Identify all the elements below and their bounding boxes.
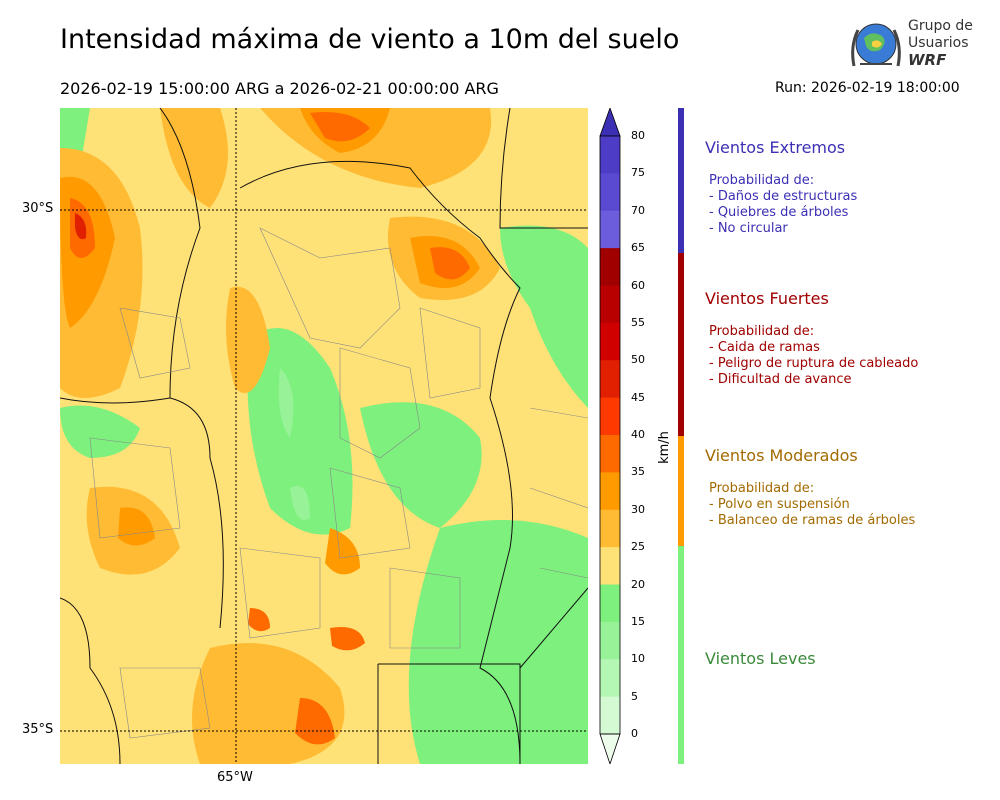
colorbar-segment — [600, 210, 620, 249]
colorbar-segment — [600, 397, 620, 436]
wind-map — [60, 108, 588, 764]
colorbar-segment — [600, 248, 620, 286]
lon-label-65w: 65°W — [217, 770, 253, 785]
colorbar-tick-label: 55 — [631, 315, 645, 329]
colorbar-segment — [600, 173, 620, 212]
colorbar-segment — [600, 509, 620, 548]
lat-label-35s: 35°S — [22, 722, 54, 737]
bar-leves — [678, 546, 684, 764]
colorbar-tick-label: 30 — [631, 502, 645, 516]
category-desc-moderados: Probabilidad de: - Polvo en suspensión -… — [709, 481, 916, 528]
colorbar-tick-label: 70 — [631, 203, 645, 217]
lat-label-30s: 30°S — [22, 201, 54, 216]
globe-icon — [851, 23, 901, 67]
category-title-fuertes: Vientos Fuertes — [705, 289, 829, 308]
forecast-period: 2026-02-19 15:00:00 ARG a 2026-02-21 00:… — [60, 79, 499, 98]
category-desc-fuertes: Probabilidad de: - Caida de ramas - Peli… — [709, 324, 919, 387]
colorbar-segment — [600, 136, 620, 174]
category-desc-extremos: Probabilidad de: - Daños de estructuras … — [709, 173, 858, 236]
logo-line-3: WRF — [908, 51, 947, 69]
colorbar-tick-label: 15 — [631, 614, 645, 628]
colorbar-unit: km/h — [656, 431, 672, 464]
colorbar-tick-label: 25 — [631, 540, 645, 554]
colorbar-segment — [600, 360, 620, 399]
logo-line-2: Usuarios — [908, 35, 969, 51]
colorbar-segment — [600, 472, 620, 511]
colorbar-tick-label: 65 — [631, 241, 645, 255]
colorbar-segment — [600, 659, 620, 698]
bar-extremos — [678, 108, 684, 253]
colorbar-segment — [600, 322, 620, 361]
logo-line-1: Grupo de — [908, 18, 973, 34]
colorbar-segment — [600, 696, 620, 735]
colorbar-tick-label: 10 — [631, 652, 645, 666]
colorbar-tick-label: 75 — [631, 166, 645, 180]
wrf-logo: Grupo de Usuarios WRF — [848, 16, 973, 74]
colorbar-extend-top — [599, 108, 621, 137]
colorbar-tick-label: 0 — [631, 727, 638, 740]
colorbar-tick-label: 40 — [631, 428, 645, 441]
run-time: Run: 2026-02-19 18:00:00 — [775, 80, 960, 96]
colorbar-tick-label: 35 — [631, 465, 645, 479]
chart-title: Intensidad máxima de viento a 10m del su… — [60, 24, 680, 55]
colorbar-tick-label: 45 — [631, 390, 645, 404]
colorbar-segment — [600, 584, 620, 623]
colorbar-tick-label: 80 — [631, 129, 645, 142]
colorbar-extend-bottom — [599, 733, 621, 764]
colorbar-tick-label: 5 — [631, 689, 638, 703]
colorbar-segment — [600, 435, 620, 473]
colorbar-segment — [600, 547, 620, 585]
colorbar-tick-label: 20 — [631, 577, 645, 591]
bar-moderados — [678, 436, 684, 546]
colorbar-tick-label: 60 — [631, 278, 645, 292]
colorbar-segment — [600, 285, 620, 324]
bar-fuertes — [678, 253, 684, 436]
colorbar — [599, 108, 621, 764]
colorbar-segment — [600, 621, 620, 660]
category-title-extremos: Vientos Extremos — [705, 138, 846, 157]
colorbar-tick-label: 50 — [631, 353, 645, 367]
category-title-moderados: Vientos Moderados — [705, 446, 858, 465]
category-title-leves: Vientos Leves — [705, 649, 816, 668]
